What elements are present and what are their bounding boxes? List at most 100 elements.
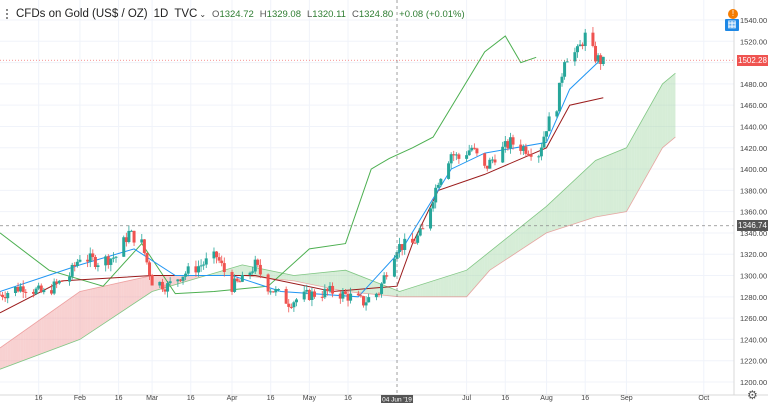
- exchange-label[interactable]: TVC: [174, 8, 198, 20]
- time-tick-label: Aug: [540, 395, 553, 402]
- chikou-span-line: [0, 35, 537, 295]
- candle-body: [560, 76, 564, 83]
- cloud-segment: [317, 272, 320, 287]
- candle-body: [591, 32, 595, 46]
- compare-icon[interactable]: ▦: [725, 19, 739, 31]
- time-tick-label: 16: [187, 395, 195, 402]
- candle-body: [129, 230, 133, 232]
- cloud-segment: [482, 255, 485, 280]
- cloud-segment: [123, 281, 127, 311]
- candle-body: [431, 202, 435, 209]
- cloud-segment: [87, 289, 91, 335]
- ohlc-low: L1320.11: [307, 8, 346, 20]
- cloud-segment: [46, 313, 49, 352]
- candle-body: [328, 285, 332, 292]
- candle-body: [400, 244, 404, 250]
- candle-body: [70, 264, 74, 277]
- cloud-segment: [636, 124, 640, 194]
- candle-body: [421, 228, 425, 230]
- candle-body: [465, 155, 469, 159]
- candle-body: [410, 238, 414, 243]
- cloud-segment: [324, 272, 328, 288]
- cloud-segment: [170, 275, 173, 287]
- candle-body: [284, 289, 288, 304]
- cloud-segment: [577, 174, 581, 223]
- gear-icon[interactable]: ⚙: [747, 388, 758, 402]
- cloud-segment: [92, 288, 96, 331]
- cloud-segment: [649, 102, 653, 171]
- cloud-segment: [345, 270, 349, 292]
- candle-body: [501, 146, 505, 163]
- candle-body: [294, 299, 298, 303]
- candle-body: [163, 289, 167, 292]
- candle-body: [248, 272, 252, 275]
- candle-body: [158, 281, 162, 286]
- cloud-segment: [113, 283, 117, 318]
- cloud-segment: [48, 311, 52, 351]
- candle-body: [452, 154, 456, 156]
- cloud-segment: [610, 153, 614, 215]
- cloud-segment: [61, 302, 65, 347]
- candle-body: [307, 289, 311, 300]
- cloud-segment: [118, 282, 122, 314]
- candle-body: [359, 295, 363, 297]
- candle-body: [521, 146, 525, 151]
- candle-body: [42, 290, 46, 293]
- symbol-title[interactable]: CFDs on Gold (US$ / OZ): [16, 8, 148, 20]
- candle-body: [508, 137, 512, 149]
- interval-label[interactable]: 1D: [153, 8, 169, 20]
- candle-body: [57, 280, 61, 284]
- candle-body: [37, 285, 41, 289]
- cloud-segment: [451, 274, 454, 297]
- candle-body: [235, 278, 239, 282]
- candle-body: [416, 235, 420, 243]
- cloud-segment: [598, 158, 601, 217]
- price-tick-label: 1260.00: [740, 314, 767, 323]
- cloud-segment: [528, 218, 532, 245]
- cloud-segment: [448, 275, 452, 297]
- price-tick-label: 1420.00: [740, 144, 767, 153]
- price-tick-label: 1460.00: [740, 101, 767, 110]
- cloud-segment: [445, 275, 449, 297]
- cloud-segment: [543, 206, 547, 235]
- cloud-segment: [368, 279, 372, 295]
- cloud-segment: [301, 274, 305, 283]
- cloud-segment: [639, 120, 642, 189]
- cloud-segment: [590, 162, 593, 219]
- cloud-segment: [350, 272, 354, 293]
- cloud-segment: [103, 285, 106, 325]
- cloud-segment: [397, 290, 400, 297]
- candle-body: [220, 260, 224, 264]
- cloud-segment: [415, 285, 418, 297]
- cloud-segment: [600, 157, 604, 217]
- candle-body: [274, 289, 278, 293]
- candle-body: [258, 264, 262, 275]
- cloud-segment: [507, 235, 511, 259]
- tenkan-sen-line: [0, 56, 604, 298]
- candle-body: [439, 178, 443, 185]
- candle-body: [60, 280, 64, 282]
- candle-body: [269, 291, 273, 293]
- price-tick-label: 1380.00: [740, 186, 767, 195]
- candle-body: [39, 285, 43, 293]
- candle-body: [313, 291, 317, 297]
- chevron-down-icon[interactable]: ⌄: [199, 9, 207, 19]
- candle-body: [470, 147, 474, 151]
- cloud-segment: [587, 165, 591, 220]
- candle-body: [197, 266, 201, 273]
- cloud-segment: [422, 283, 426, 297]
- candle-body: [377, 293, 381, 295]
- alert-icon[interactable]: !: [728, 9, 738, 19]
- drag-handle-icon[interactable]: [6, 9, 8, 19]
- cloud-segment: [541, 208, 544, 237]
- cloud-segment: [474, 261, 477, 288]
- cloud-segment: [286, 273, 289, 281]
- cloud-segment: [28, 326, 31, 359]
- candle-body: [475, 148, 479, 154]
- candle-body: [168, 281, 172, 284]
- candle-body: [503, 141, 507, 147]
- cloud-segment: [394, 289, 398, 297]
- time-tick-label: May: [303, 395, 317, 402]
- cloud-segment: [185, 275, 189, 282]
